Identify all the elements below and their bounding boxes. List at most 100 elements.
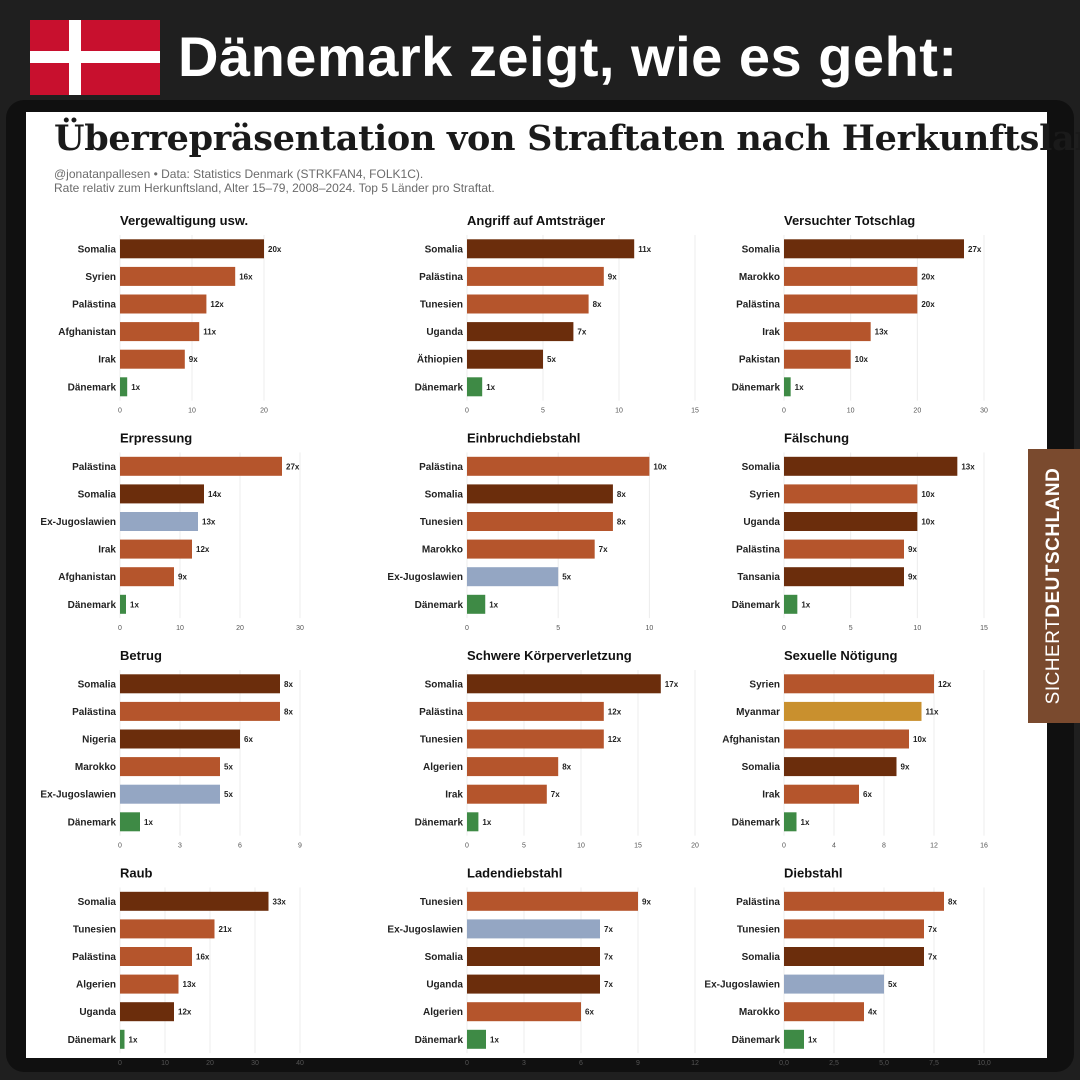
bar <box>120 1002 174 1022</box>
bar <box>120 294 207 314</box>
value-label: 1x <box>489 600 498 609</box>
bar <box>120 729 240 749</box>
chart-title: Fälschung <box>784 431 849 446</box>
bar <box>467 349 543 369</box>
tick-label: 15 <box>691 408 699 415</box>
tick-label: 6 <box>238 843 242 850</box>
tick-label: 7,5 <box>929 1060 939 1067</box>
category-label: Uganda <box>426 327 463 338</box>
value-label: 10x <box>921 490 935 499</box>
value-label: 10x <box>921 518 935 527</box>
bar <box>467 784 547 804</box>
chart-7: Betrug 0 3 6 9 Somalia 8x Palästina 8x Nigeria 6x M… <box>40 648 302 850</box>
category-label: Algerien <box>423 1007 463 1018</box>
value-label: 1x <box>144 818 153 827</box>
value-label: 9x <box>901 763 910 772</box>
category-label: Somalia <box>78 489 117 500</box>
bar <box>120 349 185 369</box>
category-label: Palästina <box>736 897 780 908</box>
value-label: 5x <box>547 355 556 364</box>
bar <box>120 701 280 721</box>
bar <box>784 322 871 342</box>
category-label: Somalia <box>78 244 117 255</box>
value-label: 21x <box>219 925 233 934</box>
category-label: Uganda <box>743 517 780 528</box>
category-label: Marokko <box>75 762 116 773</box>
category-label: Algerien <box>76 980 116 991</box>
brand-bold: DEUTSCHLAND <box>1043 467 1064 618</box>
category-label: Tunesien <box>420 735 463 746</box>
bar <box>784 239 964 259</box>
value-label: 5x <box>224 790 233 799</box>
tick-label: 16 <box>980 843 988 850</box>
infographic-source: @jonatanpallesen • Data: Statistics Denm… <box>54 167 424 181</box>
value-label: 12x <box>608 735 622 744</box>
category-label: Ex-Jugoslawien <box>387 924 463 935</box>
category-label: Irak <box>98 355 116 366</box>
bar <box>784 674 934 694</box>
bar <box>467 701 604 721</box>
bar <box>120 539 192 559</box>
value-label: 13x <box>961 462 975 471</box>
value-label: 12x <box>210 300 224 309</box>
tick-label: 8 <box>882 843 886 850</box>
value-label: 1x <box>801 818 810 827</box>
chart-6: Fälschung 0 5 10 15 Somalia 13x Syrien 10x Uganda… <box>732 431 988 633</box>
value-label: 1x <box>808 1035 817 1044</box>
bar <box>784 891 944 911</box>
value-label: 9x <box>642 897 651 906</box>
chart-title: Sexuelle Nötigung <box>784 648 897 663</box>
category-label: Somalia <box>78 679 117 690</box>
bar <box>120 674 280 694</box>
category-label: Palästina <box>72 300 116 311</box>
tick-label: 0 <box>118 843 122 850</box>
bar <box>784 919 924 939</box>
value-label: 1x <box>129 1035 138 1044</box>
headline: Dänemark zeigt, wie es geht: <box>178 25 958 88</box>
bar <box>120 512 198 531</box>
tick-label: 10 <box>847 408 855 415</box>
bar <box>467 974 600 994</box>
bar <box>784 349 851 369</box>
tick-label: 3 <box>522 1060 526 1067</box>
category-label: Dänemark <box>732 600 781 611</box>
tick-label: 20 <box>260 408 268 415</box>
tick-label: 0 <box>118 625 122 632</box>
value-label: 6x <box>863 790 872 799</box>
value-label: 27x <box>968 245 982 254</box>
infographic-note: Rate relativ zum Herkunftsland, Alter 15… <box>54 181 495 195</box>
tick-label: 20 <box>913 408 921 415</box>
category-label: Dänemark <box>68 817 117 828</box>
chart-2: Angriff auf Amtsträger 0 5 10 15 Somalia 11x Pa… <box>415 213 699 415</box>
category-label: Ex-Jugoslawien <box>40 517 116 528</box>
chart-1: Vergewaltigung usw. 0 10 20 Somalia 20x Syrien… <box>58 213 282 415</box>
category-label: Pakistan <box>739 355 780 366</box>
chart-5: Einbruchdiebstahl 0 5 10 Palästina 10x Somalia… <box>387 431 667 633</box>
bar <box>467 294 589 314</box>
bar <box>784 947 924 966</box>
bar <box>467 266 604 286</box>
value-label: 7x <box>604 953 613 962</box>
value-label: 13x <box>875 328 889 337</box>
tick-label: 40 <box>296 1060 304 1067</box>
category-label: Marokko <box>422 545 463 556</box>
value-label: 27x <box>286 462 300 471</box>
category-label: Uganda <box>426 980 463 991</box>
category-label: Somalia <box>742 762 781 773</box>
value-label: 1x <box>482 818 491 827</box>
bar <box>120 594 126 614</box>
value-label: 16x <box>239 272 253 281</box>
category-label: Palästina <box>72 462 116 473</box>
bar <box>120 456 282 476</box>
brand-tab[interactable] <box>1028 449 1080 723</box>
category-label: Syrien <box>749 489 780 500</box>
bar <box>120 919 215 939</box>
value-label: 7x <box>604 980 613 989</box>
value-label: 1x <box>131 383 140 392</box>
value-label: 8x <box>617 518 626 527</box>
value-label: 12x <box>196 545 210 554</box>
tick-label: 9 <box>636 1060 640 1067</box>
chart-12: Diebstahl 0,0 2,5 5,0 7,5 10,0 Palästina 8x Tune… <box>704 866 990 1068</box>
value-label: 1x <box>130 600 139 609</box>
bar <box>467 512 613 531</box>
